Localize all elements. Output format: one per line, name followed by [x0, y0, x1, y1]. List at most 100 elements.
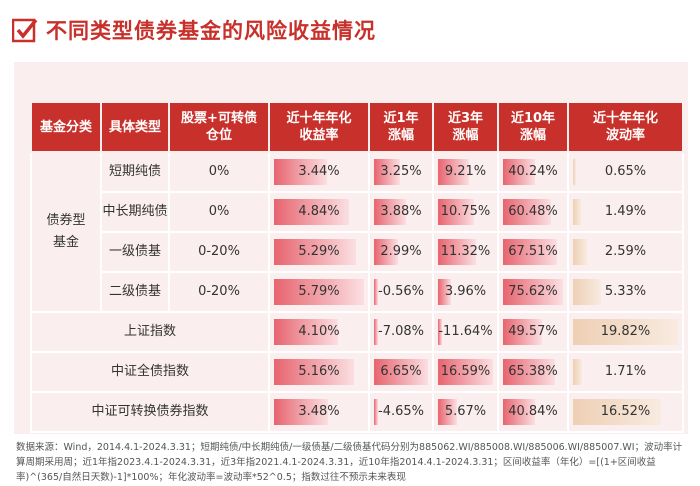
- metric-cell: 3.88%: [368, 191, 434, 233]
- data-bar: [274, 359, 355, 385]
- data-bar: [503, 159, 535, 185]
- metric-cell: 3.96%: [432, 271, 499, 313]
- metric-cell: 5.33%: [567, 271, 684, 313]
- data-bar: [274, 399, 329, 425]
- metric-label: 5.29%: [298, 244, 340, 259]
- metric-cell: 60.48%: [497, 191, 569, 233]
- metric-cell: 5.79%: [268, 271, 370, 313]
- data-bar: [503, 199, 551, 225]
- metric-label: 3.48%: [298, 404, 340, 419]
- metric-cell: 3.44%: [268, 151, 370, 193]
- metric-cell: 49.57%: [497, 311, 569, 353]
- data-bar: [374, 279, 378, 305]
- icon-check: [16, 18, 38, 39]
- metric-cell: 5.29%: [268, 231, 370, 273]
- index-name-cell: 上证指数: [30, 311, 270, 353]
- type-cell: 中长期纯债: [100, 191, 170, 233]
- data-bar: [503, 319, 543, 345]
- data-bar: [573, 279, 602, 305]
- metric-cell: 4.10%: [268, 311, 370, 353]
- data-bar: [438, 159, 469, 185]
- metric-cell: 9.21%: [432, 151, 499, 193]
- metric-label: 60.48%: [508, 204, 558, 219]
- type-cell: 短期纯债: [100, 151, 170, 193]
- column-header: 近3年 涨幅: [432, 101, 499, 153]
- data-bar: [438, 399, 457, 425]
- data-bar: [438, 359, 493, 385]
- metric-cell: -0.56%: [368, 271, 434, 313]
- metric-cell: 10.75%: [432, 191, 499, 233]
- index-name-cell: 中证可转换债券指数: [30, 391, 270, 433]
- metric-label: 10.75%: [440, 204, 491, 219]
- metric-cell: 75.62%: [497, 271, 569, 313]
- metric-label: 16.59%: [440, 364, 491, 379]
- metric-cell: 1.49%: [567, 191, 684, 233]
- data-bar: [274, 319, 338, 345]
- type-cell: 二级债基: [100, 271, 170, 313]
- metric-cell: 5.16%: [268, 351, 370, 393]
- metric-label: 4.84%: [298, 204, 340, 219]
- metric-cell: 2.59%: [567, 231, 684, 273]
- metric-cell: 1.71%: [567, 351, 684, 393]
- metric-label: 67.51%: [508, 244, 558, 259]
- metric-label: 5.79%: [298, 284, 340, 299]
- data-bar: [374, 199, 406, 225]
- data-bar: [274, 239, 357, 265]
- data-bar: [573, 159, 577, 185]
- data-bar: [274, 279, 364, 305]
- data-bar: [573, 239, 587, 265]
- data-bar: [274, 159, 328, 185]
- metric-label: 2.59%: [604, 244, 647, 259]
- data-bar: [503, 279, 563, 305]
- data-bar: [438, 199, 474, 225]
- metric-cell: 67.51%: [497, 231, 569, 273]
- title: 不同类型债券基金的风险收益情况: [46, 19, 376, 43]
- position-cell: 0-20%: [168, 271, 270, 313]
- metric-label: 65.38%: [508, 364, 558, 379]
- metric-cell: 0.65%: [567, 151, 684, 193]
- column-header: 近十年年化 收益率: [268, 101, 370, 153]
- data-bar: [374, 159, 401, 185]
- data-bar: [274, 199, 350, 225]
- metric-cell: 16.52%: [567, 391, 684, 433]
- metric-label: 11.32%: [440, 244, 491, 259]
- data-bar: [503, 359, 555, 385]
- position-cell: 0%: [168, 151, 270, 193]
- metric-cell: 6.65%: [368, 351, 434, 393]
- metric-label: -11.64%: [438, 324, 493, 339]
- column-header: 近10年 涨幅: [497, 101, 569, 153]
- metric-label: 9.21%: [444, 164, 487, 179]
- metric-label: 40.84%: [508, 404, 558, 419]
- metric-label: 19.82%: [600, 324, 651, 339]
- metric-label: 0.65%: [604, 164, 647, 179]
- data-bar: [374, 319, 378, 345]
- metric-label: 5.16%: [298, 364, 340, 379]
- column-header: 股票+可转债 仓位: [168, 101, 270, 153]
- metric-cell: 19.82%: [567, 311, 684, 353]
- metric-cell: -4.65%: [368, 391, 434, 433]
- data-bar: [438, 239, 476, 265]
- metric-label: 16.52%: [600, 404, 651, 419]
- metric-label: 3.88%: [380, 204, 422, 219]
- check-icon: [12, 18, 38, 43]
- metric-cell: 2.99%: [368, 231, 434, 273]
- data-bar: [438, 279, 452, 305]
- metric-label: 49.57%: [508, 324, 558, 339]
- column-header: 近1年 涨幅: [368, 101, 434, 153]
- data-bar: [503, 239, 557, 265]
- metric-cell: 3.25%: [368, 151, 434, 193]
- data-bar: [374, 399, 378, 425]
- group-cell: 债券型 基金: [30, 151, 102, 313]
- metric-cell: 40.84%: [497, 391, 569, 433]
- data-bar: [573, 399, 661, 425]
- header-row: 基金分类 具体类型 股票+可转债 仓位 近十年年化 收益率 近1年 涨幅 近3年 涨幅 近1…: [30, 101, 684, 153]
- metric-label: 3.25%: [380, 164, 422, 179]
- metric-cell: 11.32%: [432, 231, 499, 273]
- metric-cell: -11.64%: [432, 311, 499, 353]
- metric-label: 5.67%: [444, 404, 487, 419]
- metric-label: -0.56%: [378, 284, 424, 299]
- type-cell: 一级债基: [100, 231, 170, 273]
- data-bar: [374, 239, 399, 265]
- metric-label: -4.65%: [378, 404, 424, 419]
- metric-cell: 16.59%: [432, 351, 499, 393]
